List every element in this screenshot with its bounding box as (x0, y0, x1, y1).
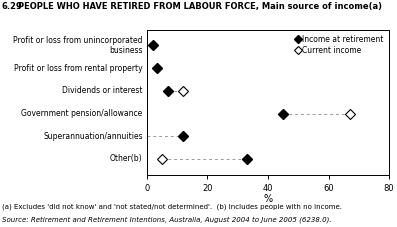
Text: 6.29: 6.29 (2, 2, 23, 11)
Text: PEOPLE WHO HAVE RETIRED FROM LABOUR FORCE, Main source of income(a): PEOPLE WHO HAVE RETIRED FROM LABOUR FORC… (18, 2, 382, 11)
Legend: Income at retirement, Current income: Income at retirement, Current income (294, 33, 385, 57)
X-axis label: %: % (264, 194, 272, 204)
Text: (a) Excludes 'did not know' and 'not stated/not determined'.  (b) Includes peopl: (a) Excludes 'did not know' and 'not sta… (2, 203, 342, 210)
Text: Source: Retirement and Retirement Intentions, Australia, August 2004 to June 200: Source: Retirement and Retirement Intent… (2, 217, 331, 223)
